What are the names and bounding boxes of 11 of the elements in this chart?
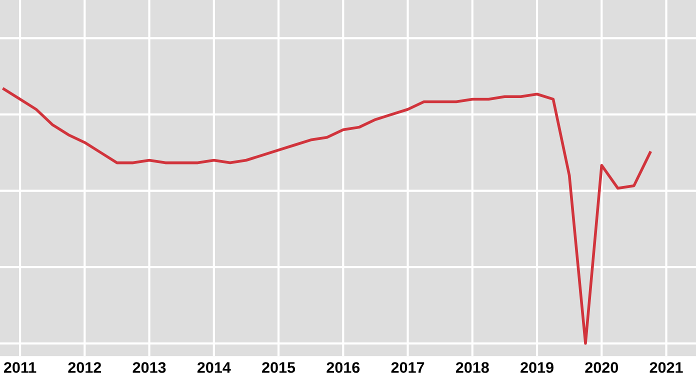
x-tick-label: 2015 (262, 362, 296, 373)
x-tick-label: 2012 (68, 362, 102, 373)
x-tick-label: 2016 (326, 362, 360, 373)
x-tick-label: 2011 (4, 362, 36, 373)
x-tick-label: 2019 (520, 362, 554, 373)
x-tick-label: 2017 (391, 362, 424, 373)
x-tick-label: 2021 (650, 362, 683, 373)
x-tick-label: 2020 (585, 362, 618, 373)
x-tick-label: 2013 (132, 362, 166, 373)
x-tick-label: 2018 (456, 362, 489, 373)
x-tick-label: 2014 (197, 362, 231, 373)
